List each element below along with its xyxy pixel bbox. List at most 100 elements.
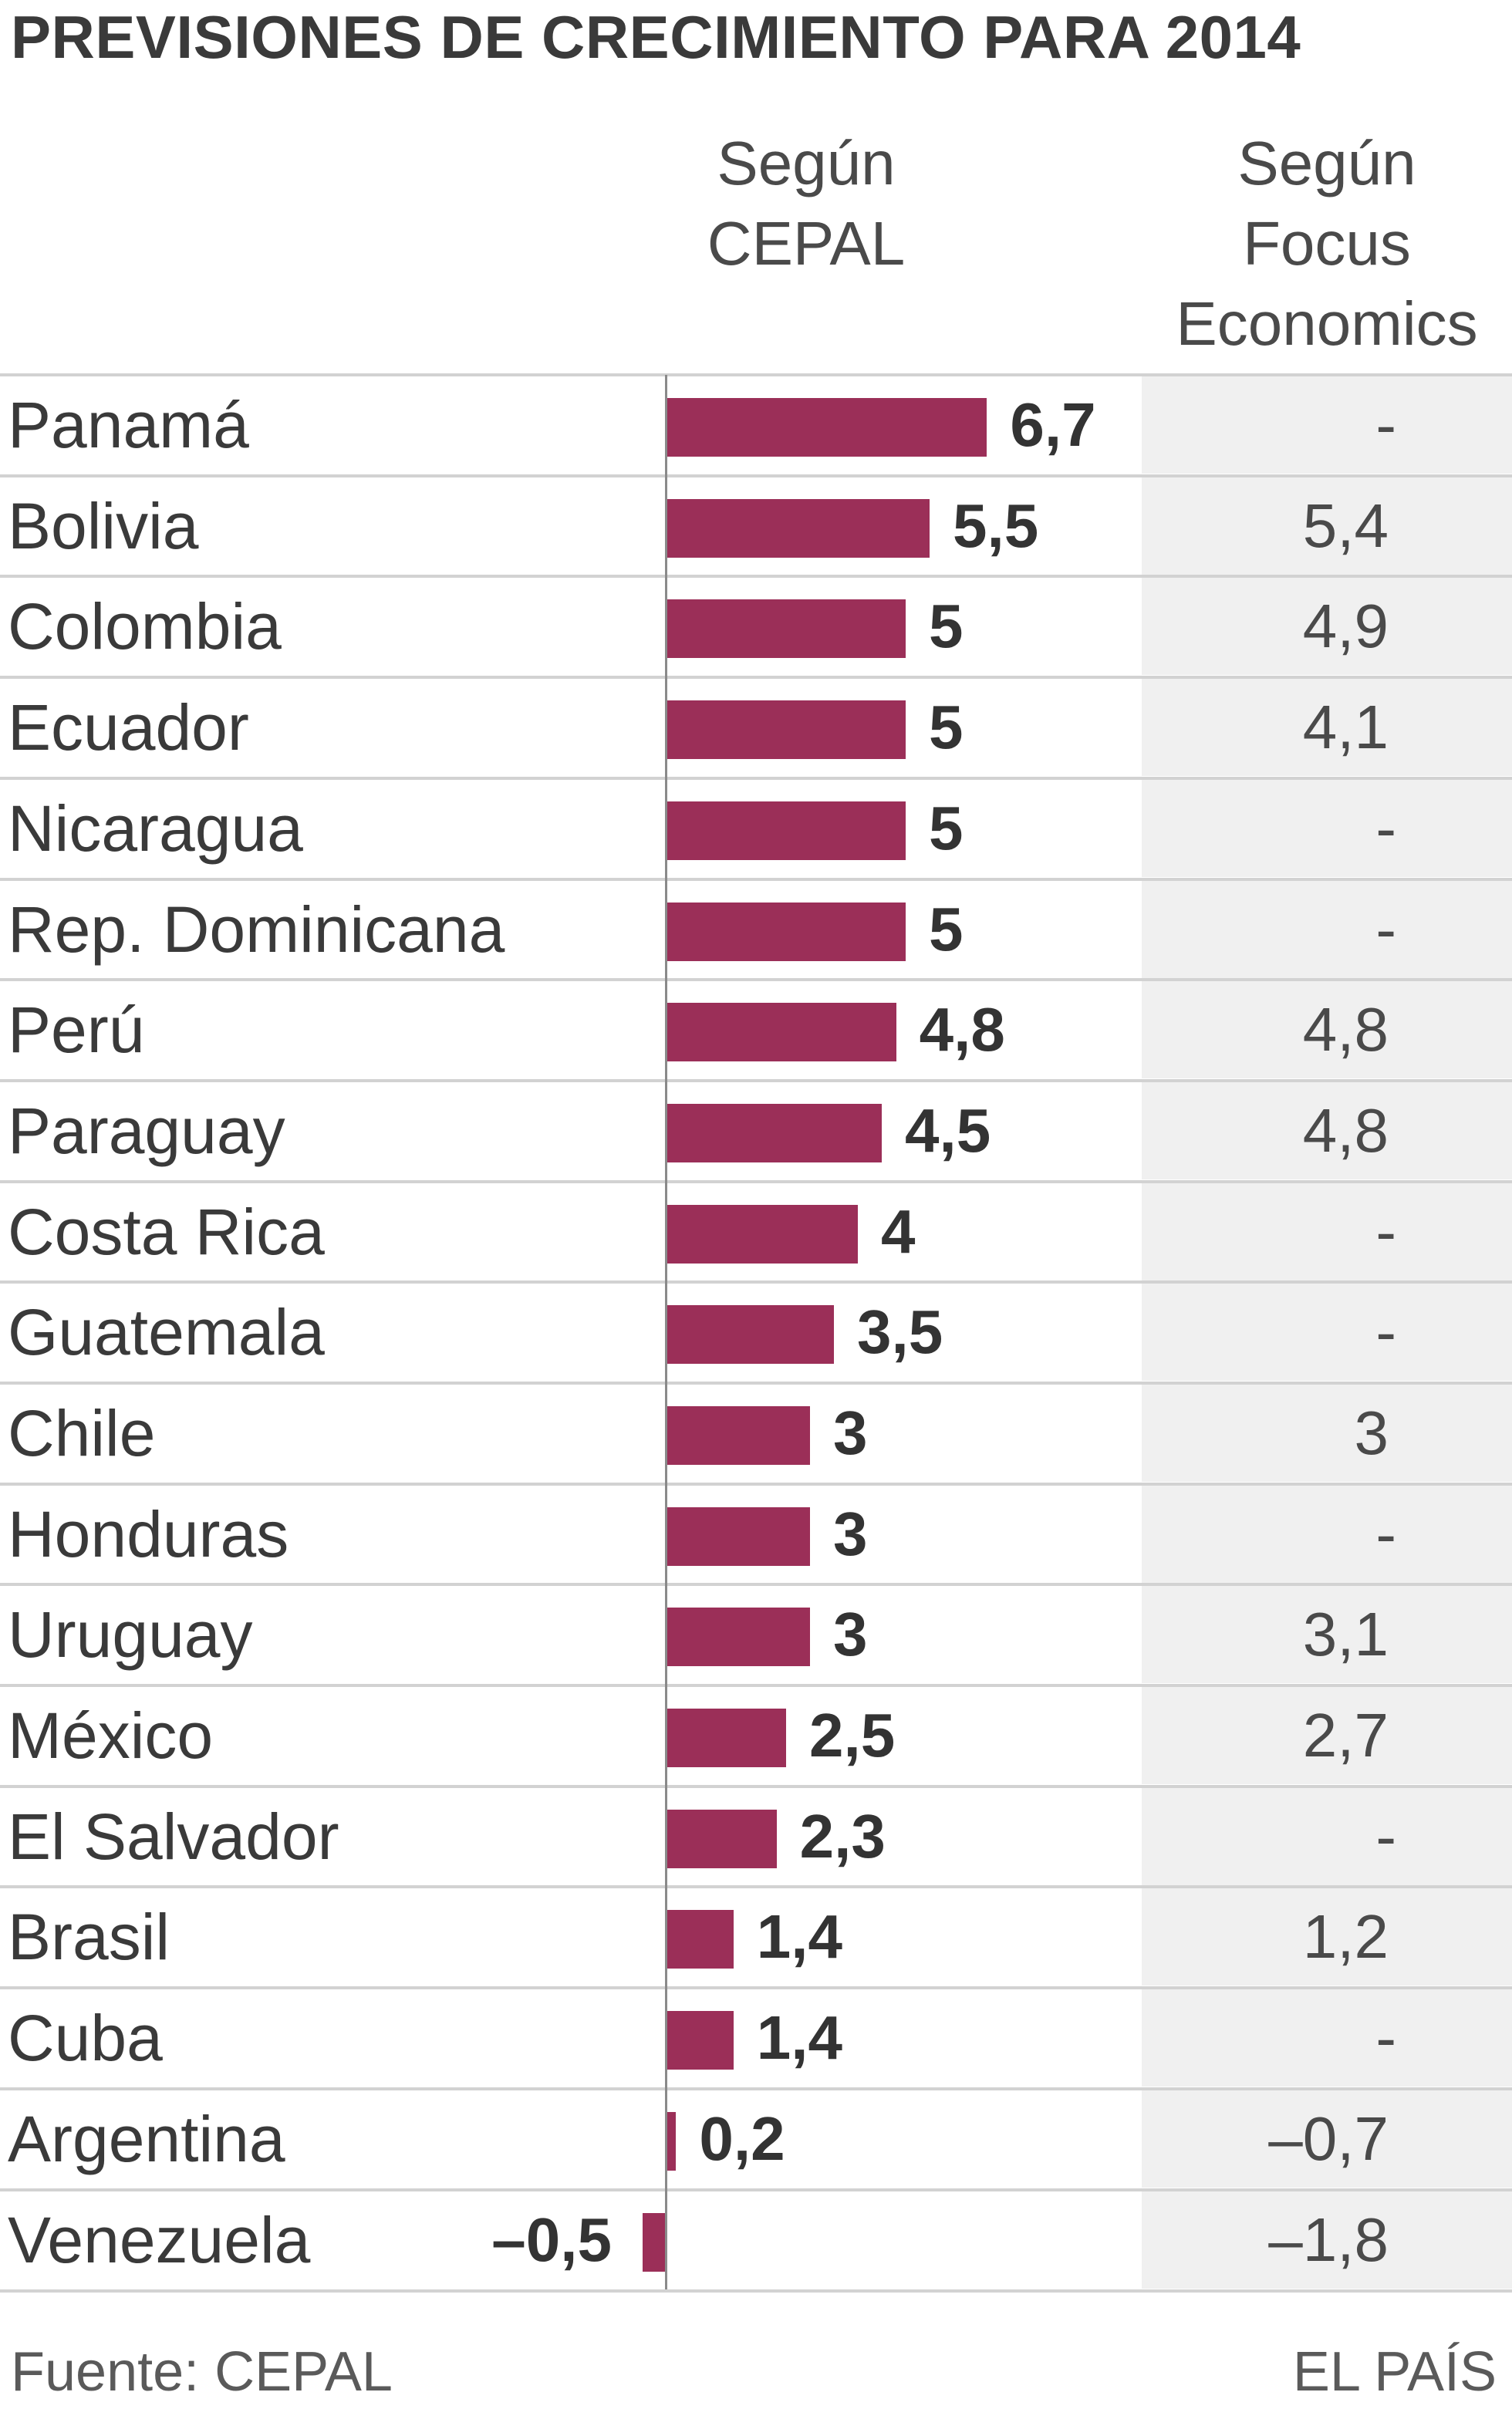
table-row: Honduras 3 -: [0, 1483, 1512, 1583]
row-divider: [0, 1885, 1512, 1888]
cepal-bar: [667, 1406, 810, 1465]
focus-value: -: [1375, 390, 1396, 459]
cepal-value-label: 3: [833, 1600, 868, 1668]
focus-value: 3: [1354, 1399, 1389, 1467]
focus-value: -: [1375, 1197, 1396, 1266]
table-row: Venezuela –0,5 –1,8: [0, 2188, 1512, 2289]
focus-value: –0,7: [1268, 2104, 1389, 2173]
country-label: El Salvador: [8, 1800, 339, 1873]
focus-cell-background: [1142, 1788, 1512, 1885]
focus-cell-background: [1142, 1989, 1512, 2087]
cepal-bar: [667, 1003, 896, 1061]
focus-cell-background: [1142, 2191, 1512, 2289]
country-label: Venezuela: [8, 2204, 311, 2276]
row-divider: [0, 474, 1512, 477]
focus-value: -: [1375, 1500, 1396, 1568]
cepal-bar: [667, 1910, 734, 1969]
country-label: Uruguay: [8, 1598, 253, 1671]
country-label: Cuba: [8, 2002, 163, 2074]
cepal-value-label: 3: [833, 1399, 868, 1467]
table-row: El Salvador 2,3 -: [0, 1785, 1512, 1885]
country-label: Panamá: [8, 389, 249, 461]
cepal-value-label: 4,5: [905, 1096, 991, 1165]
focus-cell-background: [1142, 1687, 1512, 1784]
table-row: Cuba 1,4 -: [0, 1986, 1512, 2087]
focus-cell-background: [1142, 376, 1512, 474]
table-row: Argentina 0,2 –0,7: [0, 2087, 1512, 2188]
chart-title: PREVISIONES DE CRECIMIENTO PARA 2014: [11, 3, 1301, 71]
cepal-value-label: 4: [881, 1197, 916, 1266]
cepal-value-label: 3,5: [857, 1297, 943, 1366]
row-divider: [0, 373, 1512, 376]
column-header-focus-line: Focus: [1243, 209, 1411, 278]
table-row: Bolivia 5,5 5,4: [0, 474, 1512, 575]
table-row: Panamá 6,7 -: [0, 373, 1512, 474]
focus-value: 2,7: [1302, 1701, 1389, 1770]
cepal-bar: [667, 700, 906, 759]
country-label: Perú: [8, 994, 145, 1066]
focus-cell-background: [1142, 1183, 1512, 1280]
table-row: Brasil 1,4 1,2: [0, 1885, 1512, 1986]
table-row: Paraguay 4,5 4,8: [0, 1079, 1512, 1179]
table-row: México 2,5 2,7: [0, 1684, 1512, 1784]
cepal-value-label: 0,2: [699, 2104, 785, 2173]
growth-table: Panamá 6,7 - Bolivia 5,5 5,4 Colombia 5 4,9 Ecuad…: [0, 373, 1512, 2289]
table-bottom-rule: [0, 2289, 1512, 2293]
focus-cell-background: [1142, 780, 1512, 877]
table-row: Guatemala 3,5 -: [0, 1280, 1512, 1381]
cepal-bar: [667, 398, 987, 457]
row-divider: [0, 1483, 1512, 1486]
focus-cell-background: [1142, 578, 1512, 675]
focus-cell-background: [1142, 1486, 1512, 1583]
cepal-bar: [667, 1608, 810, 1666]
row-divider: [0, 1785, 1512, 1788]
column-header-cepal-line: CEPAL: [707, 209, 906, 278]
source-note: Fuente: CEPAL: [11, 2341, 393, 2403]
row-divider: [0, 676, 1512, 679]
cepal-value-label: –0,5: [491, 2205, 612, 2274]
row-divider: [0, 1684, 1512, 1687]
cepal-value-label: 1,4: [756, 1902, 843, 1971]
country-label: Ecuador: [8, 691, 249, 764]
cepal-bar: [667, 2112, 677, 2171]
row-divider: [0, 1583, 1512, 1586]
focus-cell-background: [1142, 477, 1512, 575]
focus-cell-background: [1142, 2090, 1512, 2188]
table-row: Rep. Dominicana 5 -: [0, 878, 1512, 978]
focus-value: 3,1: [1302, 1600, 1389, 1668]
cepal-value-label: 2,3: [799, 1802, 886, 1871]
table-row: Uruguay 3 3,1: [0, 1583, 1512, 1683]
cepal-value-label: 2,5: [809, 1701, 896, 1770]
column-header-focus: Según Focus Economics: [1142, 123, 1512, 364]
cepal-value-label: 5,5: [953, 491, 1039, 560]
cepal-bar: [667, 1709, 786, 1767]
focus-cell-background: [1142, 679, 1512, 776]
row-divider: [0, 575, 1512, 578]
focus-value: -: [1375, 895, 1396, 963]
focus-value: 1,2: [1302, 1902, 1389, 1971]
column-header-focus-line: Economics: [1176, 289, 1478, 358]
cepal-value-label: 1,4: [756, 2003, 843, 2072]
table-row: Perú 4,8 4,8: [0, 978, 1512, 1078]
row-divider: [0, 2188, 1512, 2191]
cepal-value-label: 5: [929, 794, 964, 862]
country-label: Guatemala: [8, 1296, 325, 1368]
country-label: Costa Rica: [8, 1196, 325, 1268]
cepal-bar: [667, 801, 906, 860]
table-row: Chile 3 3: [0, 1382, 1512, 1482]
row-divider: [0, 1986, 1512, 1989]
country-label: Honduras: [8, 1498, 289, 1571]
publisher-brand: EL PAÍS: [1292, 2341, 1497, 2403]
table-row: Costa Rica 4 -: [0, 1180, 1512, 1280]
column-header-cepal: Según CEPAL: [652, 123, 960, 284]
column-header-cepal-line: Según: [717, 129, 896, 197]
row-divider: [0, 2087, 1512, 2090]
cepal-value-label: 4,8: [919, 995, 1005, 1064]
country-label: Chile: [8, 1397, 156, 1469]
cepal-bar: [667, 1507, 810, 1566]
table-row: Colombia 5 4,9: [0, 575, 1512, 675]
focus-value: -: [1375, 794, 1396, 862]
cepal-value-label: 5: [929, 592, 964, 660]
row-divider: [0, 1180, 1512, 1183]
row-divider: [0, 978, 1512, 981]
